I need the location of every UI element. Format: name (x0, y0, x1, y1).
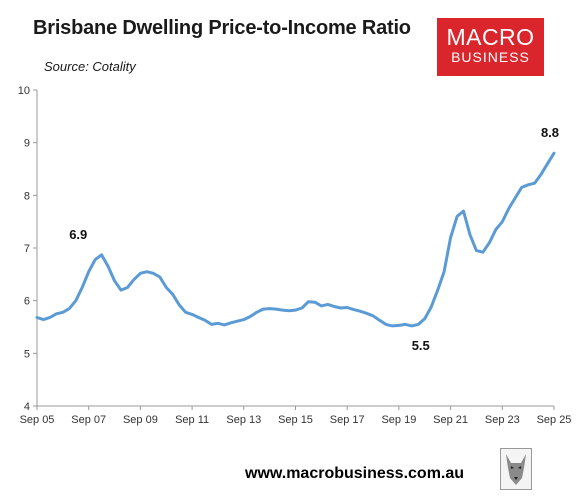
logo-line-1: MACRO (446, 24, 535, 50)
y-tick-label: 6 (24, 296, 30, 308)
y-tick-label: 4 (24, 401, 30, 413)
x-tick-label: Sep 09 (123, 414, 158, 426)
x-tick-label: Sep 07 (71, 414, 106, 426)
y-tick-label: 9 (24, 138, 30, 150)
data-annotation: 5.5 (412, 338, 430, 353)
x-tick-label: Sep 13 (226, 414, 261, 426)
macrobusiness-logo: MACRO BUSINESS (437, 18, 544, 76)
x-tick-label: Sep 15 (278, 414, 313, 426)
chart-subtitle: Source: Cotality (44, 59, 136, 74)
footer-url: www.macrobusiness.com.au (245, 465, 465, 482)
y-tick-label: 7 (24, 243, 30, 255)
data-annotation: 6.9 (69, 227, 87, 242)
x-tick-label: Sep 21 (433, 414, 468, 426)
x-tick-label: Sep 19 (381, 414, 416, 426)
x-tick-label: Sep 05 (20, 414, 55, 426)
wolf-icon (500, 448, 532, 490)
logo-line-2: BUSINESS (451, 49, 530, 65)
chart-title: Brisbane Dwelling Price-to-Income Ratio (33, 17, 411, 39)
series-line (35, 151, 556, 328)
x-tick-label: Sep 11 (175, 414, 209, 426)
x-tick-label: Sep 23 (485, 414, 520, 426)
x-tick-label: Sep 25 (537, 414, 572, 426)
data-annotation: 8.8 (541, 125, 559, 140)
y-tick-label: 5 (24, 348, 30, 360)
y-tick-label: 10 (18, 85, 30, 97)
x-tick-label: Sep 17 (330, 414, 365, 426)
y-tick-label: 8 (24, 190, 30, 202)
